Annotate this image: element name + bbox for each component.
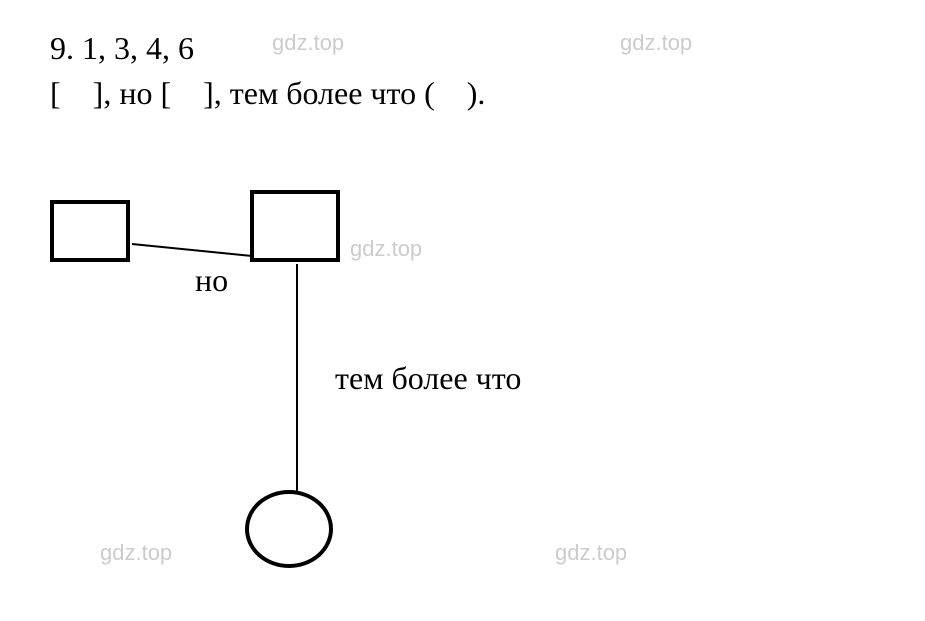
sentence-schema-line: [ ], но [ ], тем более что ( ). (50, 75, 875, 112)
sentence-schema: [ ], но [ ], тем более что ( ). (50, 75, 485, 111)
line-box1-box2 (132, 244, 252, 256)
label-no: но (195, 262, 228, 299)
circle-1 (245, 490, 333, 568)
watermark-1: gdz.top (272, 30, 344, 56)
watermark-2: gdz.top (620, 30, 692, 56)
syntax-diagram: но тем более что (50, 190, 750, 590)
exercise-number-line: 9. 1, 3, 4, 6 (50, 30, 875, 67)
box-1 (50, 200, 130, 262)
exercise-prefix: 9. (50, 30, 82, 66)
box-2 (250, 190, 340, 262)
label-tem-bolee-chto: тем более что (335, 360, 521, 397)
exercise-numbers: 1, 3, 4, 6 (82, 30, 194, 66)
